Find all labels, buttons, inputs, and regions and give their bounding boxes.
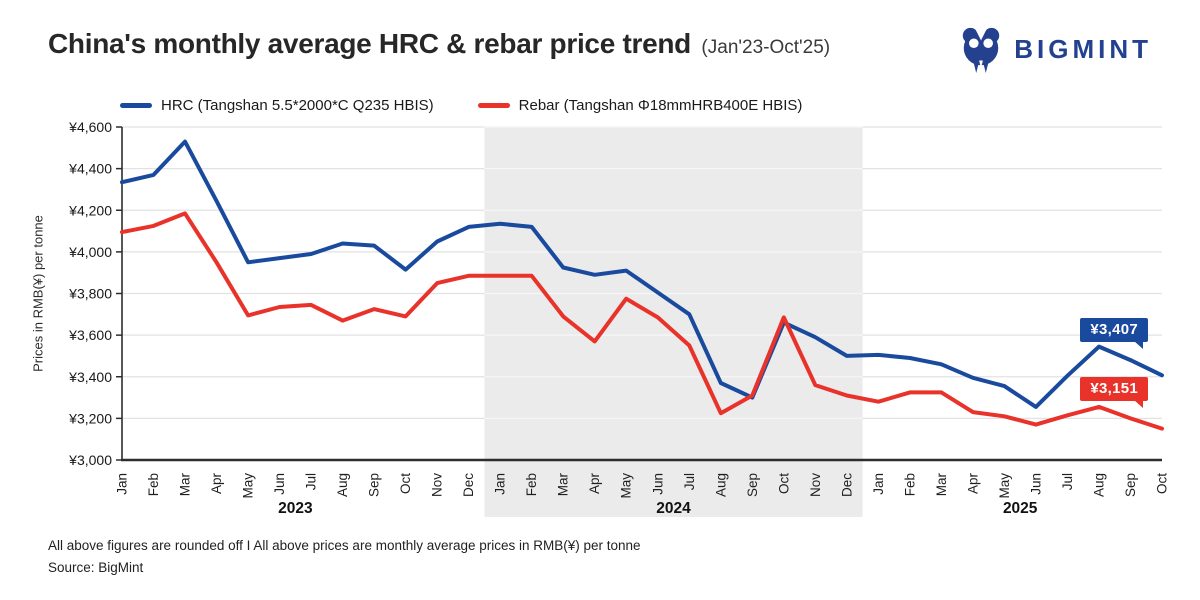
month-label: Jun <box>650 473 665 495</box>
month-label: Mar <box>178 472 193 496</box>
month-label: Dec <box>839 473 854 497</box>
year-label: 2024 <box>656 500 691 517</box>
bigmint-logo-icon <box>963 26 1000 73</box>
y-tick-label: ¥3,600 <box>68 327 112 343</box>
month-label: May <box>619 473 634 499</box>
y-tick-label: ¥3,000 <box>68 452 112 468</box>
footer-note: All above figures are rounded off I All … <box>48 538 641 553</box>
month-label: Apr <box>587 473 602 495</box>
chart-legend: HRC (Tangshan 5.5*2000*C Q235 HBIS) Reba… <box>120 97 802 114</box>
y-tick-label: ¥3,200 <box>68 410 112 426</box>
y-tick-label: ¥3,400 <box>68 369 112 385</box>
month-label: Apr <box>965 473 980 495</box>
month-label: Sep <box>1123 473 1138 497</box>
month-label: Mar <box>934 472 949 496</box>
y-tick-label: ¥3,800 <box>68 286 112 302</box>
legend-label-rebar: Rebar (Tangshan Φ18mmHRB400E HBIS) <box>518 97 803 114</box>
month-label: Oct <box>398 473 413 494</box>
month-label: Aug <box>335 473 350 497</box>
price-trend-chart: ¥3,000 ¥3,200 ¥3,400 ¥3,600 ¥3,800 ¥4,000 ¥4,2… <box>68 119 1170 517</box>
month-label: May <box>241 473 256 499</box>
legend-label-hrc: HRC (Tangshan 5.5*2000*C Q235 HBIS) <box>161 97 434 114</box>
hrc-end-value-badge: ¥3,407 <box>1080 318 1148 349</box>
page-title: China's monthly average HRC & rebar pric… <box>48 28 691 59</box>
hrc-end-value: ¥3,407 <box>1090 321 1138 338</box>
rebar-series-line <box>120 211 1164 431</box>
rebar-line-swatch-icon <box>477 103 510 108</box>
month-label: Oct <box>776 473 791 494</box>
y-tick-label: ¥4,200 <box>68 202 112 218</box>
month-label: Sep <box>367 473 382 497</box>
y-tick-label: ¥4,000 <box>68 244 112 260</box>
y-tick-label: ¥4,400 <box>68 161 112 177</box>
month-label: Aug <box>1091 473 1106 497</box>
title-row: China's monthly average HRC & rebar pric… <box>48 28 830 60</box>
legend-item-rebar: Rebar (Tangshan Φ18mmHRB400E HBIS) <box>477 97 803 114</box>
month-label: Jul <box>304 473 319 490</box>
month-label: Feb <box>146 473 161 496</box>
month-label: Jul <box>682 473 697 490</box>
legend-item-hrc: HRC (Tangshan 5.5*2000*C Q235 HBIS) <box>120 97 434 114</box>
year-label: 2025 <box>1003 500 1038 517</box>
month-label: Nov <box>808 473 823 497</box>
page-subtitle: (Jan'23-Oct'25) <box>701 37 831 58</box>
month-label: Mar <box>556 472 571 496</box>
month-label: Jan <box>493 473 508 495</box>
month-label: Nov <box>430 473 445 497</box>
year-label: 2023 <box>278 500 313 517</box>
month-label: Jul <box>1060 473 1075 490</box>
y-tick-label: ¥4,600 <box>68 119 112 135</box>
month-label: May <box>997 473 1012 499</box>
month-label: Jun <box>272 473 287 495</box>
rebar-end-value-badge: ¥3,151 <box>1080 377 1148 408</box>
hrc-badge-tail-icon <box>1134 341 1143 349</box>
hrc-series-line <box>120 139 1164 409</box>
month-label: Feb <box>524 473 539 496</box>
rebar-end-value: ¥3,151 <box>1090 380 1138 397</box>
year-2024-shaded-band <box>484 127 863 517</box>
month-label: Aug <box>713 473 728 497</box>
rebar-badge-tail-icon <box>1134 400 1143 408</box>
bigmint-logo: BIGMINT <box>958 24 1152 74</box>
month-label: Jan <box>115 473 130 495</box>
month-label: Dec <box>461 473 476 497</box>
month-label: Apr <box>209 473 224 495</box>
hrc-line-swatch-icon <box>120 103 152 108</box>
month-label: Jun <box>1028 473 1043 495</box>
month-label: Sep <box>745 473 760 497</box>
month-label: Feb <box>902 473 917 496</box>
month-label: Jan <box>871 473 886 495</box>
bigmint-logo-text: BIGMINT <box>1014 33 1152 64</box>
footer-source: Source: BigMint <box>48 560 144 575</box>
month-label: Oct <box>1155 473 1170 494</box>
